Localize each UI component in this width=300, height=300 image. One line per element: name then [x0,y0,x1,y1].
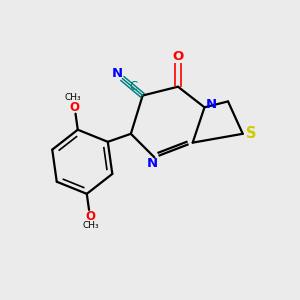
Text: O: O [85,210,95,223]
Text: N: N [206,98,217,111]
Text: O: O [172,50,184,63]
Text: O: O [70,101,80,114]
Text: CH₃: CH₃ [65,93,82,102]
Text: S: S [246,126,256,141]
Text: CH₃: CH₃ [83,221,100,230]
Text: C: C [129,80,137,93]
Text: N: N [146,157,158,170]
Text: N: N [112,67,123,80]
